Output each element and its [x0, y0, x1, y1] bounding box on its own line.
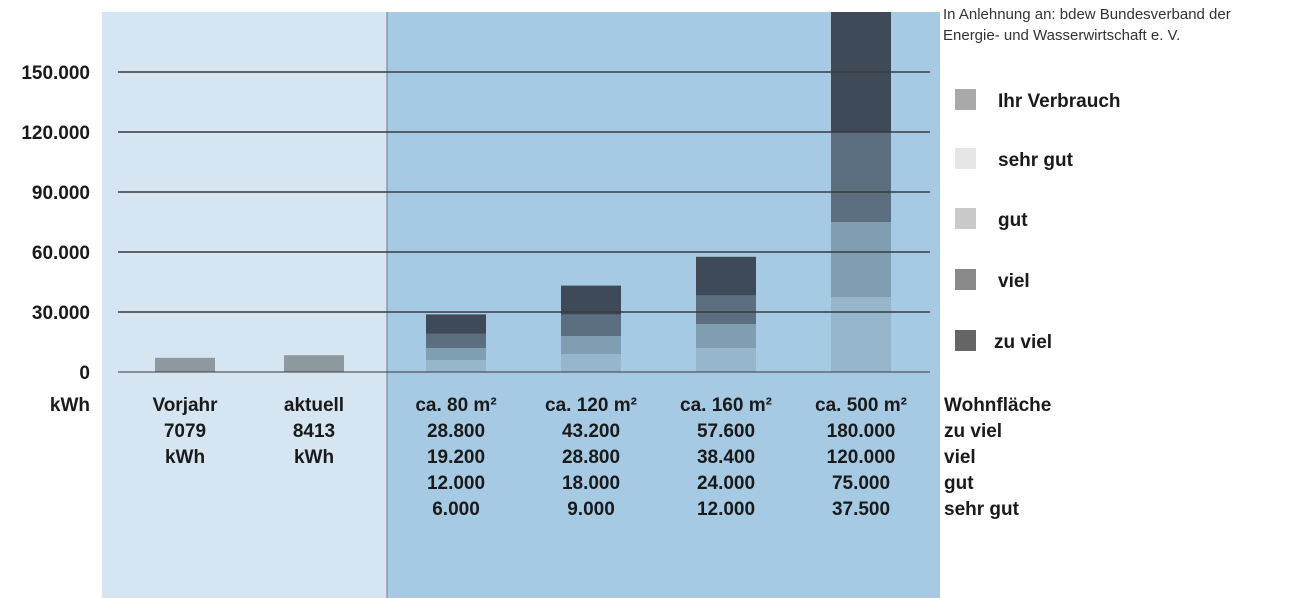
- legend-label: viel: [998, 271, 1030, 292]
- source-note-line: In Anlehnung an: bdew Bundesverband der: [943, 6, 1231, 23]
- reference-value-label: 120.000: [827, 447, 896, 468]
- reference-bar-sehr-gut: [831, 297, 891, 372]
- reference-value-label: 12.000: [427, 473, 485, 494]
- category-label: ca. 500 m²: [815, 395, 907, 416]
- y-tick-label: 120.000: [21, 123, 90, 144]
- legend-label: Ihr Verbrauch: [998, 91, 1121, 112]
- reference-value-label: 18.000: [562, 473, 620, 494]
- y-tick-label: 60.000: [32, 243, 90, 264]
- reference-value-label: 12.000: [697, 499, 755, 520]
- reference-value-label: 57.600: [697, 421, 755, 442]
- y-axis-unit-label: kWh: [50, 395, 90, 416]
- reference-bar-sehr-gut: [696, 348, 756, 372]
- reference-value-label: 43.200: [562, 421, 620, 442]
- legend-item-ihr-verbrauch: Ihr Verbrauch: [955, 89, 1121, 112]
- legend-swatch: [955, 89, 976, 110]
- y-tick-label: 0: [79, 363, 90, 384]
- reference-value-label: 6.000: [432, 499, 480, 520]
- reference-value-label: 28.800: [427, 421, 485, 442]
- reference-value-label: 28.800: [562, 447, 620, 468]
- legend-label: zu viel: [994, 332, 1052, 353]
- reference-value-label: 37.500: [832, 499, 890, 520]
- gridlines: [118, 71, 930, 373]
- y-tick-label: 150.000: [21, 63, 90, 84]
- reference-stack-2: [561, 285, 621, 372]
- category-label: aktuell: [284, 395, 344, 416]
- legend-item-viel: viel: [955, 269, 1030, 292]
- category-label: ca. 160 m²: [680, 395, 772, 416]
- consumption-value-label: 8413: [293, 421, 335, 442]
- legend-swatch: [955, 208, 976, 229]
- consumption-bar-vorjahr: [155, 357, 215, 372]
- consumption-value-label: kWh: [165, 447, 205, 468]
- legend-item-zu-viel: zu viel: [955, 330, 1052, 353]
- legend-label: sehr gut: [998, 150, 1074, 171]
- consumption-bar-aktuell: [284, 355, 344, 372]
- reference-row-labels: Wohnfläche zu viel viel gut sehr gut: [944, 395, 1051, 520]
- consumption-value-label: kWh: [294, 447, 334, 468]
- row-label: Wohnfläche: [944, 395, 1051, 416]
- reference-value-label: 19.200: [427, 447, 485, 468]
- row-label: sehr gut: [944, 499, 1020, 520]
- reference-bar-sehr-gut: [426, 360, 486, 372]
- category-label: Vorjahr: [152, 395, 218, 416]
- reference-value-label: 24.000: [697, 473, 755, 494]
- reference-value-label: 38.400: [697, 447, 755, 468]
- row-label: viel: [944, 447, 976, 468]
- reference-stack-3: [696, 256, 756, 372]
- source-note-line: Energie- und Wasserwirtschaft e. V.: [943, 27, 1180, 44]
- y-tick-label: 30.000: [32, 303, 90, 324]
- reference-value-label: 180.000: [827, 421, 896, 442]
- row-label: zu viel: [944, 421, 1002, 442]
- legend-item-sehr-gut: sehr gut: [955, 148, 1074, 171]
- consumption-value-label: 7079: [164, 421, 206, 442]
- legend: Ihr Verbrauch sehr gut gut viel zu viel: [955, 89, 1121, 353]
- legend-swatch: [955, 269, 976, 290]
- reference-bar-sehr-gut: [561, 354, 621, 372]
- source-note: In Anlehnung an: bdew Bundesverband der E…: [943, 6, 1231, 44]
- own-consumption-panel: [102, 12, 387, 598]
- legend-swatch: [955, 148, 976, 169]
- category-labels: Vorjahr 7079 kWh aktuell 8413 kWh ca. 80 m² 28.…: [152, 395, 907, 520]
- legend-item-gut: gut: [955, 208, 1028, 231]
- category-label: ca. 80 m²: [415, 395, 496, 416]
- y-axis: 0 30.000 60.000 90.000 120.000 150.000 kWh: [21, 63, 90, 416]
- reference-value-label: 75.000: [832, 473, 890, 494]
- y-tick-label: 90.000: [32, 183, 90, 204]
- row-label: gut: [944, 473, 974, 494]
- legend-label: gut: [998, 210, 1028, 231]
- category-label: ca. 120 m²: [545, 395, 637, 416]
- legend-swatch: [955, 330, 976, 351]
- reference-value-label: 9.000: [567, 499, 615, 520]
- reference-stack-1: [426, 314, 486, 372]
